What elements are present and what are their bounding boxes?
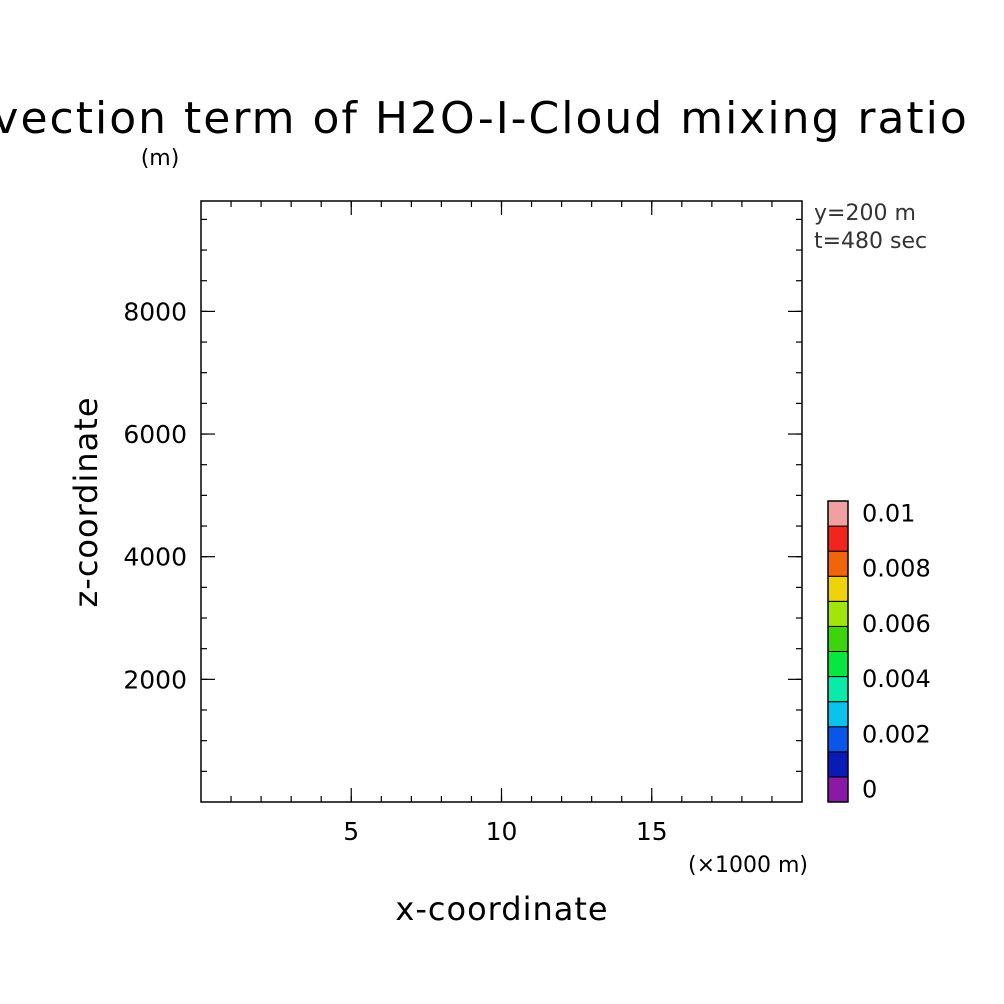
colorbar-tick-label: 0.008	[862, 555, 931, 583]
colorbar-tick-label: 0	[862, 775, 877, 803]
colorbar-segment	[827, 500, 849, 527]
colorbar-segment	[827, 600, 849, 627]
colorbar-segment	[827, 651, 849, 678]
colorbar-tick-label: 0.002	[862, 720, 931, 748]
y-tick-label: 6000	[123, 420, 187, 449]
colorbar-segment	[827, 525, 849, 552]
colorbar-labels: 0 0.002 0.004 0.006 0.008 0.01	[862, 500, 931, 804]
title-unit: (m)	[141, 146, 180, 171]
y-tick-label: 4000	[123, 543, 187, 572]
colorbar-segment	[827, 701, 849, 728]
colorbar-tick-label: 0.006	[862, 610, 931, 638]
x-tick-label: 15	[636, 817, 668, 846]
colorbar	[827, 500, 849, 803]
y-tick-labels: 2000 4000 6000 8000	[123, 297, 187, 694]
y-tick-label: 8000	[123, 297, 187, 326]
x-axis-label: x-coordinate	[395, 890, 608, 928]
x-tick-label: 10	[486, 817, 518, 846]
annotation-y-position: y=200 m	[814, 201, 916, 226]
y-tick-label: 2000	[123, 665, 187, 694]
colorbar-segment	[827, 776, 849, 803]
colorbar-tick-label: 0.01	[862, 500, 915, 528]
colorbar-segment	[827, 550, 849, 577]
y-axis-label: z-coordinate	[67, 396, 105, 607]
x-tick-labels: 5 10 15	[343, 817, 667, 846]
colorbar-segment	[827, 575, 849, 602]
x-tick-label: 5	[343, 817, 359, 846]
x-unit-note: (×1000 m)	[688, 853, 808, 878]
colorbar-segment	[827, 676, 849, 703]
colorbar-frame	[827, 500, 849, 803]
annotation-time: t=480 sec	[814, 229, 927, 254]
colorbar-segment	[827, 726, 849, 753]
axis-ticks	[201, 201, 802, 802]
colorbar-segment	[827, 625, 849, 653]
chart-title: Advection term of H2O-I-Cloud mixing rat…	[0, 93, 969, 144]
colorbar-segment	[827, 751, 849, 778]
colorbar-tick-label: 0.004	[862, 665, 931, 693]
plot-area	[200, 200, 803, 803]
